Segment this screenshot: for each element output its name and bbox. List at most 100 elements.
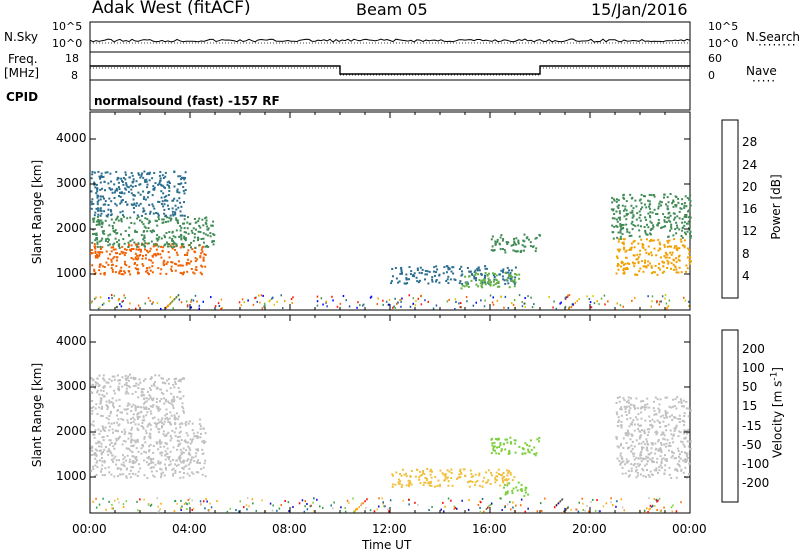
echo-point bbox=[131, 426, 134, 429]
near-range-point bbox=[298, 502, 301, 505]
near-range-point bbox=[622, 305, 624, 308]
echo-point bbox=[459, 470, 461, 472]
echo-point bbox=[141, 221, 144, 224]
echo-point bbox=[495, 452, 498, 455]
echo-point bbox=[626, 213, 629, 215]
near-range-point bbox=[459, 306, 461, 309]
echo-point bbox=[166, 245, 169, 248]
echo-point bbox=[641, 260, 644, 263]
echo-point bbox=[134, 423, 137, 426]
echo-point bbox=[147, 227, 150, 229]
echo-point bbox=[490, 249, 493, 252]
echo-point bbox=[675, 426, 678, 429]
echo-point bbox=[644, 457, 647, 460]
near-range-point bbox=[400, 305, 402, 308]
echo-point bbox=[649, 216, 652, 219]
echo-point bbox=[146, 269, 149, 272]
echo-point bbox=[209, 232, 212, 235]
near-range-point bbox=[214, 305, 217, 308]
echo-point bbox=[660, 204, 662, 207]
echo-point bbox=[620, 406, 623, 409]
echo-point bbox=[152, 445, 155, 447]
echo-point bbox=[683, 204, 686, 207]
echo-point bbox=[647, 245, 650, 248]
echo-point bbox=[665, 442, 668, 445]
near-range-point bbox=[348, 305, 351, 308]
power-colorbar-tick: 12 bbox=[742, 224, 758, 239]
echo-point bbox=[125, 408, 128, 411]
echo-point bbox=[159, 452, 162, 455]
nsky-tick-top: 10^5 bbox=[52, 20, 83, 33]
echo-point bbox=[658, 241, 661, 244]
echo-point bbox=[507, 241, 510, 244]
near-range-point bbox=[97, 307, 100, 310]
echo-point bbox=[629, 407, 632, 410]
echo-point bbox=[160, 268, 163, 271]
echo-point bbox=[195, 452, 198, 455]
echo-point bbox=[483, 476, 486, 479]
near-range-point bbox=[192, 299, 195, 302]
echo-point bbox=[151, 265, 154, 268]
echo-point bbox=[620, 408, 623, 411]
echo-point bbox=[192, 271, 195, 274]
echo-point bbox=[447, 484, 450, 487]
echo-point bbox=[130, 172, 133, 174]
echo-point bbox=[487, 479, 490, 482]
echo-point bbox=[644, 259, 647, 262]
echo-point bbox=[172, 407, 175, 409]
near-range-point bbox=[177, 294, 180, 297]
echo-point bbox=[467, 481, 469, 484]
echo-point bbox=[137, 387, 140, 389]
echo-point bbox=[165, 262, 168, 265]
echo-point bbox=[95, 223, 98, 226]
echo-point bbox=[665, 256, 668, 259]
echo-point bbox=[154, 244, 157, 247]
echo-point bbox=[422, 484, 425, 487]
near-range-point bbox=[148, 503, 150, 505]
echo-point bbox=[184, 176, 186, 179]
near-range-point bbox=[489, 294, 492, 297]
echo-point bbox=[640, 442, 643, 445]
near-range-point bbox=[322, 506, 324, 509]
near-range-point bbox=[408, 503, 410, 506]
echo-point bbox=[681, 203, 684, 205]
echo-point bbox=[148, 450, 150, 453]
near-range-point bbox=[649, 504, 652, 507]
echo-point bbox=[618, 419, 621, 422]
echo-point bbox=[188, 262, 191, 265]
echo-point bbox=[114, 442, 117, 445]
echo-point bbox=[616, 445, 619, 448]
echo-point bbox=[102, 428, 105, 431]
echo-point bbox=[514, 250, 517, 253]
echo-point bbox=[461, 273, 464, 276]
echo-point bbox=[647, 253, 650, 256]
near-range-point bbox=[584, 509, 586, 512]
echo-point bbox=[681, 227, 684, 229]
echo-point bbox=[170, 268, 173, 271]
echo-point bbox=[665, 458, 668, 461]
echo-point bbox=[687, 220, 690, 223]
echo-point bbox=[178, 197, 181, 200]
echo-point bbox=[98, 223, 101, 226]
echo-point bbox=[486, 274, 489, 277]
echo-point bbox=[195, 266, 198, 269]
echo-point bbox=[161, 381, 164, 384]
echo-point bbox=[109, 443, 111, 446]
echo-point bbox=[112, 404, 114, 407]
echo-point bbox=[624, 205, 627, 208]
nave-tick-top: 60 bbox=[708, 52, 722, 65]
echo-point bbox=[397, 482, 400, 485]
echo-point bbox=[419, 266, 422, 269]
echo-point bbox=[471, 481, 474, 483]
echo-point bbox=[646, 449, 649, 452]
echo-point bbox=[666, 396, 668, 399]
echo-point bbox=[675, 424, 678, 427]
near-range-point bbox=[186, 508, 188, 510]
echo-point bbox=[111, 454, 114, 457]
echo-point bbox=[630, 470, 633, 473]
echo-point bbox=[409, 481, 412, 484]
echo-point bbox=[401, 272, 403, 275]
echo-point bbox=[399, 272, 402, 275]
echo-point bbox=[652, 224, 655, 227]
echo-point bbox=[137, 450, 140, 453]
